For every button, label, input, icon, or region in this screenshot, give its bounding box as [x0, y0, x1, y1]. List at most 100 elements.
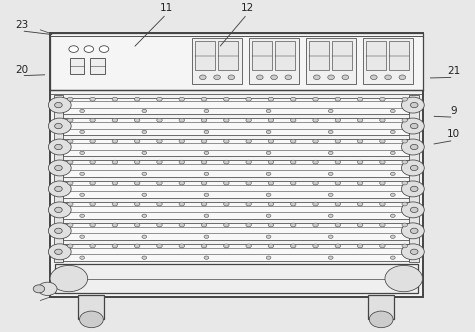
Circle shape [112, 181, 118, 185]
Circle shape [328, 151, 333, 154]
Circle shape [179, 181, 184, 185]
Circle shape [380, 139, 385, 143]
Circle shape [291, 223, 296, 227]
Circle shape [90, 97, 95, 101]
Circle shape [50, 265, 88, 292]
Circle shape [90, 118, 95, 122]
Circle shape [67, 223, 73, 227]
Circle shape [401, 244, 424, 260]
Circle shape [385, 75, 391, 80]
Circle shape [313, 160, 318, 164]
Bar [50, 33, 423, 297]
Circle shape [204, 130, 209, 133]
Circle shape [335, 118, 341, 122]
Bar [63, 119, 409, 135]
Circle shape [357, 118, 363, 122]
Circle shape [90, 139, 95, 143]
Circle shape [157, 97, 162, 101]
Circle shape [200, 75, 206, 80]
Circle shape [268, 139, 274, 143]
Circle shape [55, 207, 62, 212]
Bar [78, 295, 104, 319]
Circle shape [266, 172, 271, 176]
Circle shape [380, 160, 385, 164]
Circle shape [266, 256, 271, 259]
Circle shape [370, 75, 377, 80]
Circle shape [402, 139, 408, 143]
Circle shape [204, 214, 209, 217]
Circle shape [335, 160, 341, 164]
Circle shape [291, 97, 296, 101]
Circle shape [266, 214, 271, 217]
Circle shape [410, 144, 418, 150]
Circle shape [142, 130, 147, 133]
Circle shape [291, 181, 296, 185]
Circle shape [380, 244, 385, 248]
Circle shape [67, 244, 73, 248]
Circle shape [410, 207, 418, 212]
Circle shape [390, 214, 395, 217]
Circle shape [268, 118, 274, 122]
Circle shape [328, 130, 333, 133]
Circle shape [204, 193, 209, 197]
Circle shape [224, 139, 229, 143]
Circle shape [142, 172, 147, 176]
Circle shape [266, 130, 271, 133]
Circle shape [285, 75, 292, 80]
Circle shape [142, 256, 147, 259]
Bar [50, 33, 423, 90]
Bar [192, 38, 242, 84]
Circle shape [328, 214, 333, 217]
Circle shape [112, 139, 118, 143]
Circle shape [357, 181, 363, 185]
Bar [195, 42, 215, 70]
Circle shape [335, 202, 341, 206]
Circle shape [134, 160, 140, 164]
Circle shape [246, 97, 251, 101]
Circle shape [357, 160, 363, 164]
Circle shape [313, 181, 318, 185]
Circle shape [390, 130, 395, 133]
Bar [63, 98, 409, 114]
Circle shape [410, 124, 418, 129]
Circle shape [90, 223, 95, 227]
Bar [366, 42, 386, 70]
Circle shape [201, 160, 207, 164]
Circle shape [201, 244, 207, 248]
Circle shape [268, 181, 274, 185]
Circle shape [266, 151, 271, 154]
Circle shape [268, 97, 274, 101]
Circle shape [48, 181, 71, 197]
Circle shape [380, 223, 385, 227]
Bar [218, 42, 238, 70]
Circle shape [67, 160, 73, 164]
Circle shape [112, 118, 118, 122]
Text: 10: 10 [447, 129, 460, 139]
Circle shape [48, 118, 71, 134]
Circle shape [80, 151, 85, 154]
Circle shape [201, 97, 207, 101]
Circle shape [328, 235, 333, 238]
Circle shape [268, 160, 274, 164]
Circle shape [390, 172, 395, 176]
Circle shape [313, 223, 318, 227]
Circle shape [410, 102, 418, 108]
Circle shape [335, 244, 341, 248]
Circle shape [55, 249, 62, 254]
Circle shape [142, 109, 147, 113]
Circle shape [55, 144, 62, 150]
Circle shape [79, 311, 103, 328]
Circle shape [224, 118, 229, 122]
Circle shape [80, 193, 85, 197]
Circle shape [142, 235, 147, 238]
Circle shape [410, 249, 418, 254]
Bar [363, 38, 413, 84]
Text: 21: 21 [447, 66, 460, 76]
Circle shape [80, 256, 85, 259]
Circle shape [134, 181, 140, 185]
Circle shape [246, 118, 251, 122]
Circle shape [48, 97, 71, 113]
Text: 9: 9 [450, 106, 457, 116]
Circle shape [48, 223, 71, 239]
Circle shape [48, 160, 71, 176]
